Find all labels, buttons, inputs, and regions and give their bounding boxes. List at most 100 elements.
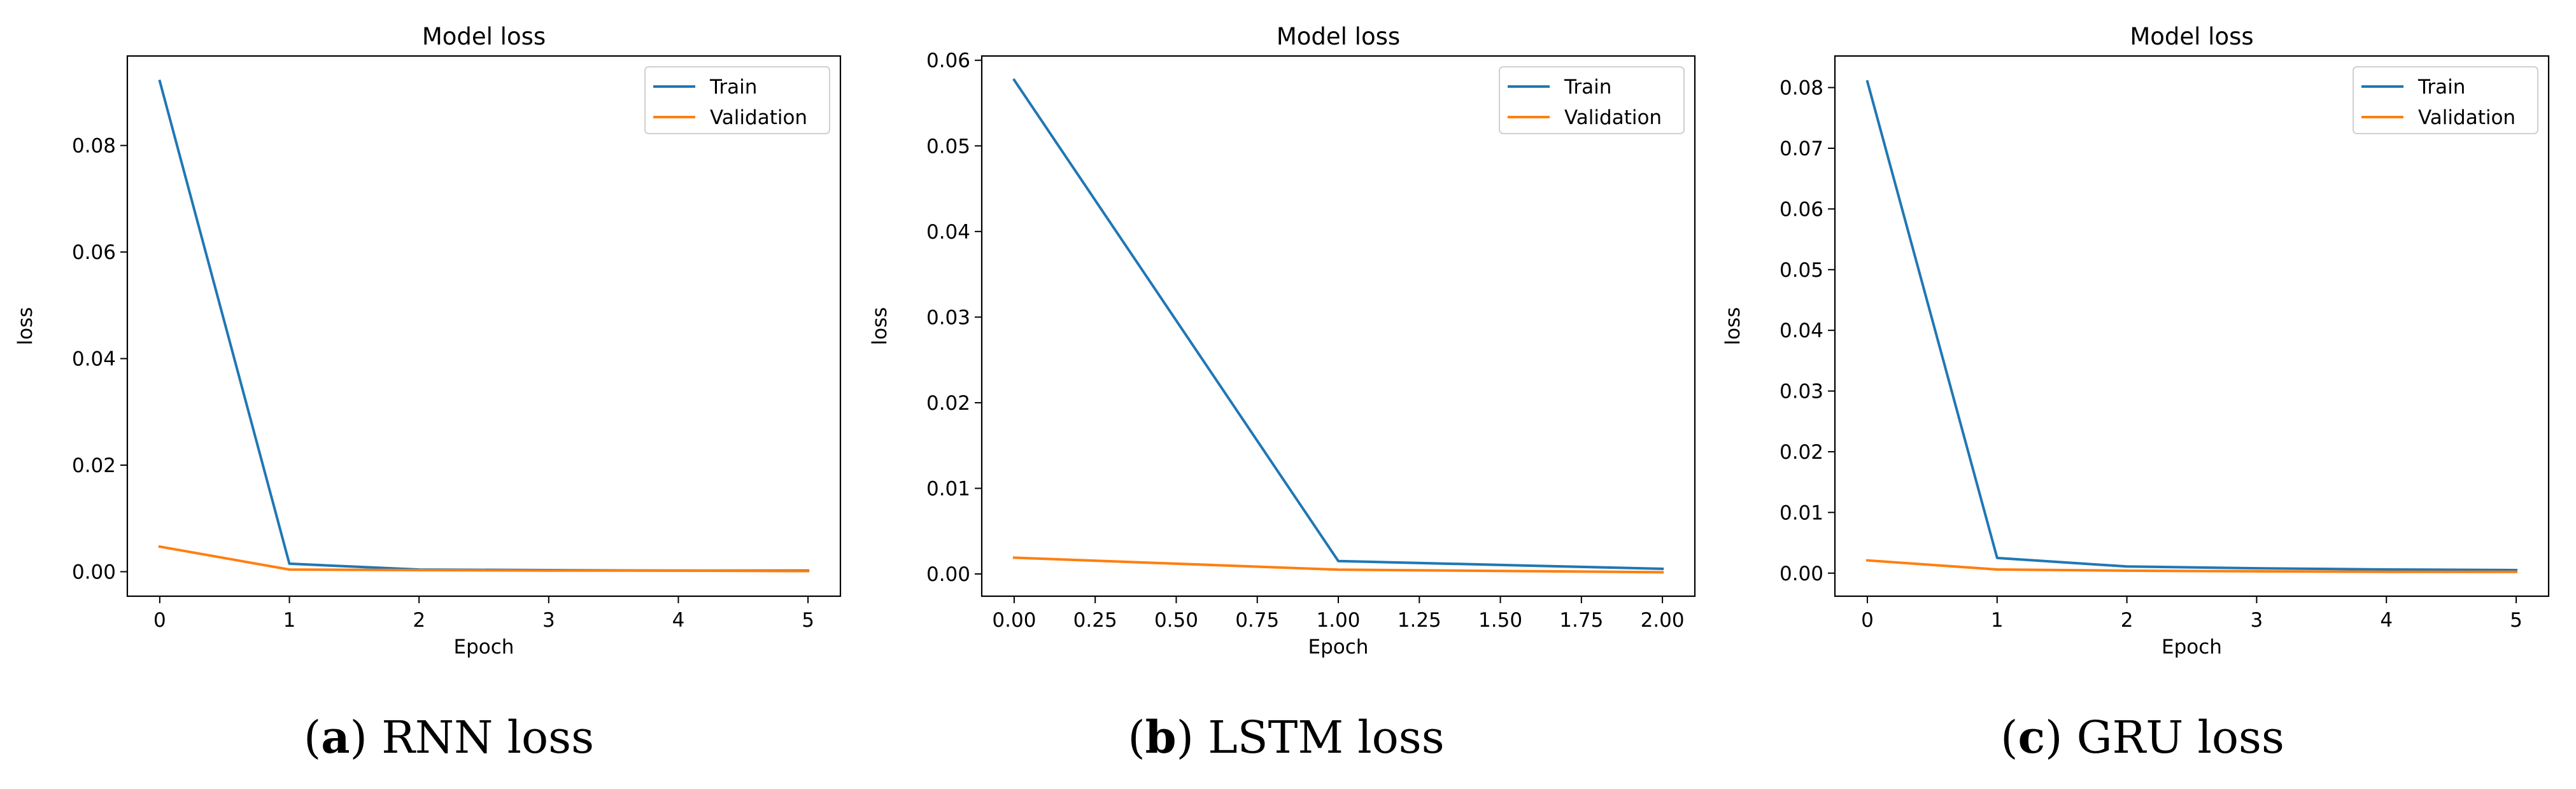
legend-label: Validation xyxy=(710,106,807,129)
caption-paren: ) xyxy=(1177,711,1208,764)
y-tick-label: 0.03 xyxy=(1780,381,1823,403)
y-tick-label: 0.00 xyxy=(1780,562,1823,585)
y-tick-label: 0.00 xyxy=(72,561,116,583)
y-tick-label: 0.02 xyxy=(72,454,116,477)
caption-paren: ) xyxy=(2045,711,2077,764)
y-tick-label: 0.02 xyxy=(926,392,970,415)
chart-panel: Model loss 0 1 2 3 4 5 0.00 0.01 0.02 0.03 0.04 0.05… xyxy=(1722,23,2550,764)
series-line-train xyxy=(1012,78,1664,570)
caption-text: LSTM loss xyxy=(1208,711,1444,764)
x-tick-label: 1.75 xyxy=(1559,609,1603,632)
x-tick-label: 3 xyxy=(2251,609,2263,632)
y-tick-label: 0.06 xyxy=(926,50,970,73)
caption-text: GRU loss xyxy=(2077,711,2284,764)
x-tick-label: 4 xyxy=(672,609,685,632)
data-point-validation xyxy=(807,570,809,573)
caption-paren: ) xyxy=(350,711,382,764)
plot-area-frame xyxy=(126,55,842,597)
y-tick-label: 0.04 xyxy=(1780,319,1823,342)
y-axis-label: loss xyxy=(868,307,891,346)
data-point-validation xyxy=(1337,568,1340,571)
caption-paren: ( xyxy=(2000,711,2018,764)
caption-letter: c xyxy=(2018,711,2045,764)
data-point-validation xyxy=(677,569,679,572)
y-tick-label: 0.03 xyxy=(926,306,970,329)
x-axis-label: Epoch xyxy=(454,636,514,659)
data-point-train xyxy=(2126,565,2128,568)
data-point-train xyxy=(2385,568,2388,571)
subfigure-caption: (b) LSTM loss xyxy=(1128,711,1444,764)
legend-label: Train xyxy=(709,76,757,99)
y-tick-label: 0.04 xyxy=(926,221,970,244)
plot-area-frame xyxy=(980,55,1696,597)
data-point-validation xyxy=(418,569,420,571)
y-axis-label: loss xyxy=(1722,307,1744,346)
data-point-train xyxy=(2255,567,2258,569)
data-point-train xyxy=(1661,568,1664,570)
data-point-validation xyxy=(1996,568,1999,571)
data-point-train xyxy=(1996,557,1999,559)
data-point-validation xyxy=(159,545,161,548)
subfigure-caption: (a) RNN loss xyxy=(304,711,594,764)
chart-title: Model loss xyxy=(2130,23,2253,50)
data-point-validation xyxy=(1013,556,1016,559)
x-tick-label: 0.50 xyxy=(1154,609,1198,632)
y-tick-label: 0.08 xyxy=(72,135,116,158)
x-tick-label: 4 xyxy=(2380,609,2393,632)
x-tick-label: 0.00 xyxy=(992,609,1036,632)
y-tick-label: 0.08 xyxy=(1780,77,1823,100)
data-point-validation xyxy=(2126,569,2128,572)
legend-label: Validation xyxy=(1564,106,1662,129)
legend-label: Train xyxy=(1564,76,1611,99)
x-tick-label: 2.00 xyxy=(1641,609,1685,632)
caption-letter: b xyxy=(1145,711,1177,764)
y-tick-label: 0.06 xyxy=(72,241,116,264)
data-point-validation xyxy=(1661,571,1664,573)
series-line-validation xyxy=(1865,559,2517,573)
x-tick-label: 1 xyxy=(283,609,296,632)
x-tick-label: 1 xyxy=(1991,609,2004,632)
plot-area-frame xyxy=(1834,55,2550,597)
x-tick-label: 0 xyxy=(153,609,166,632)
series-line-train xyxy=(158,79,810,572)
x-tick-label: 2 xyxy=(413,609,425,632)
y-tick-label: 0.01 xyxy=(926,477,970,500)
chart-panel: Model loss 0 1 2 3 4 5 0.00 0.02 0.04 0.06 0.08 Epoc… xyxy=(14,23,842,764)
data-point-validation xyxy=(548,569,550,572)
x-tick-label: 1.25 xyxy=(1398,609,1441,632)
data-point-train xyxy=(1013,79,1016,81)
data-point-validation xyxy=(1866,559,1869,562)
y-tick-label: 0.06 xyxy=(1780,198,1823,221)
y-tick-label: 0.04 xyxy=(72,348,116,371)
y-tick-label: 0.01 xyxy=(1780,501,1823,524)
x-tick-label: 5 xyxy=(802,609,814,632)
data-point-train xyxy=(159,80,161,82)
x-axis-label: Epoch xyxy=(2162,636,2222,659)
caption-letter: a xyxy=(321,711,350,764)
y-axis-label: loss xyxy=(14,307,37,346)
data-point-validation xyxy=(2385,571,2388,573)
data-point-train xyxy=(288,562,291,565)
caption-text: RNN loss xyxy=(381,711,594,764)
legend-label: Train xyxy=(2417,76,2465,99)
chart-title: Model loss xyxy=(1277,23,1400,50)
subfigure-caption: (c) GRU loss xyxy=(2000,711,2284,764)
x-tick-label: 5 xyxy=(2510,609,2523,632)
y-tick-label: 0.02 xyxy=(1780,441,1823,464)
x-tick-label: 0.25 xyxy=(1073,609,1117,632)
legend-label: Validation xyxy=(2418,106,2516,129)
data-point-train xyxy=(2515,569,2517,571)
x-tick-label: 1.50 xyxy=(1478,609,1522,632)
chart-title: Model loss xyxy=(422,23,546,50)
data-point-validation xyxy=(288,568,291,571)
caption-paren: ( xyxy=(304,711,321,764)
x-tick-label: 1.00 xyxy=(1316,609,1360,632)
data-point-validation xyxy=(2255,570,2258,573)
y-tick-label: 0.00 xyxy=(926,563,970,586)
chart-panel: Model loss 0.00 0.25 0.50 0.75 1.00 1.25 1.50 1.… xyxy=(868,23,1696,764)
data-point-train xyxy=(1866,80,1869,83)
caption-paren: ( xyxy=(1128,711,1145,764)
y-tick-label: 0.05 xyxy=(926,135,970,158)
y-tick-label: 0.07 xyxy=(1780,137,1823,160)
